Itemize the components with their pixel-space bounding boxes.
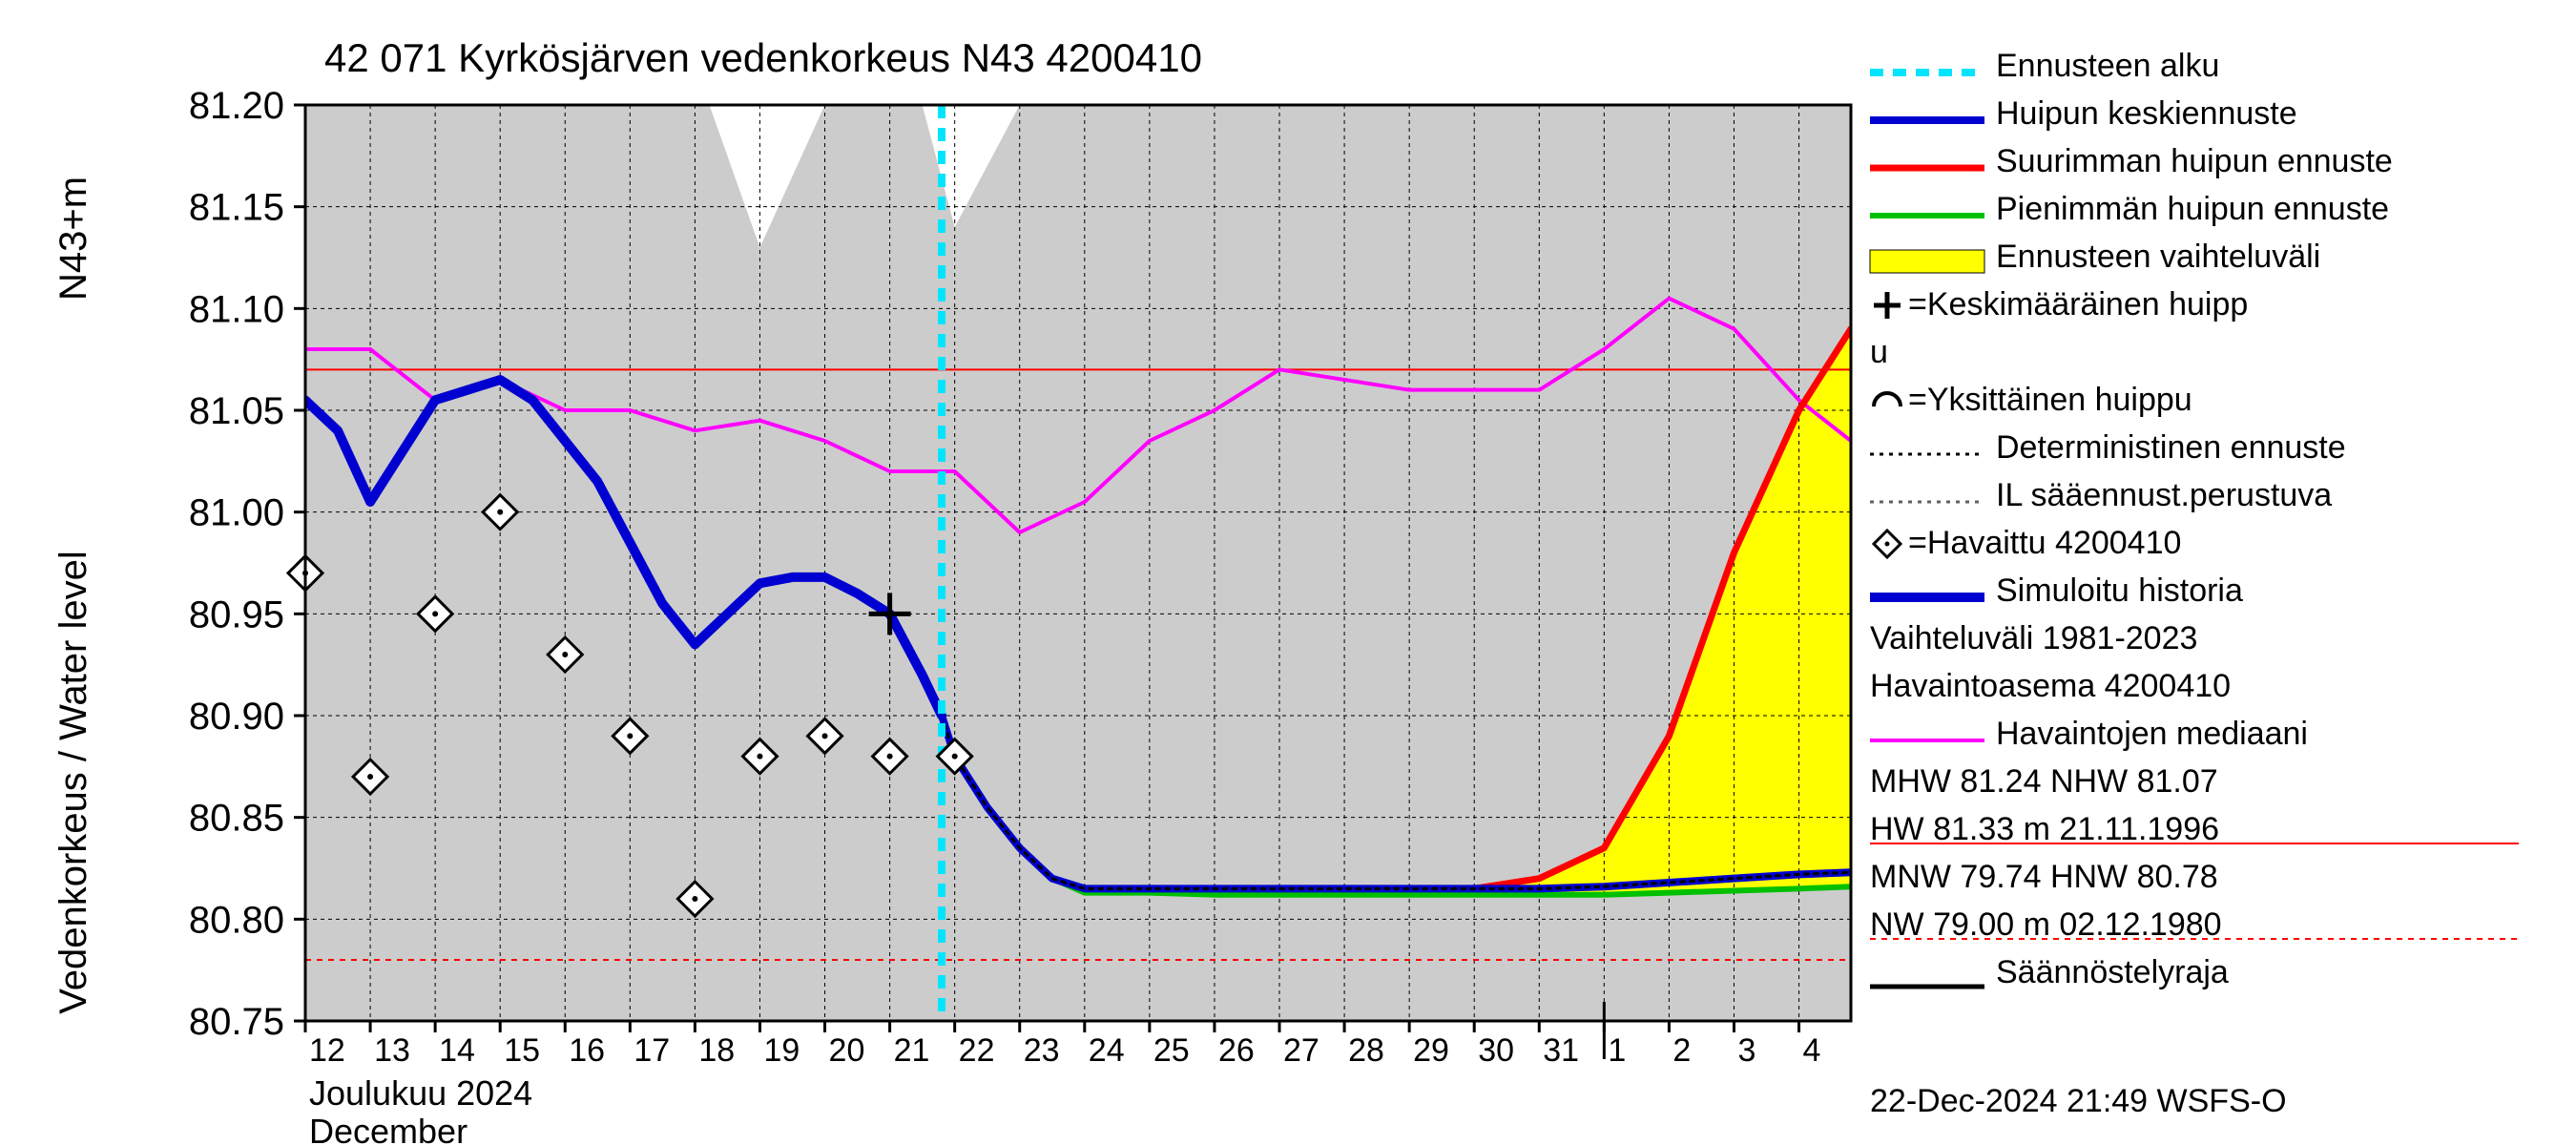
observed-marker-dot — [757, 754, 762, 760]
x-tick-label: 27 — [1283, 1032, 1319, 1069]
x-tick-label: 12 — [309, 1032, 345, 1069]
x-tick-label: 23 — [1024, 1032, 1060, 1069]
x-tick-label: 21 — [894, 1032, 930, 1069]
legend-label: Havaintojen mediaani — [1996, 716, 2308, 752]
y-tick-label: 81.20 — [189, 85, 284, 127]
chart-title: 42 071 Kyrkösjärven vedenkorkeus N43 420… — [324, 35, 1202, 80]
observed-marker-dot — [627, 733, 633, 739]
legend-label: Pienimmän huipun ennuste — [1996, 191, 2389, 227]
x-tick-label: 17 — [634, 1032, 670, 1069]
y-tick-label: 80.75 — [189, 1001, 284, 1043]
observed-marker-dot — [952, 754, 958, 760]
legend-label: =Yksittäinen huippu — [1908, 382, 2192, 418]
y-tick-label: 80.90 — [189, 696, 284, 738]
x-tick-label: 29 — [1413, 1032, 1449, 1069]
legend-label: u — [1870, 334, 1888, 370]
x-tick-label: 19 — [763, 1032, 800, 1069]
observed-marker-dot — [692, 896, 697, 902]
legend-label: MNW 79.74 HNW 80.78 — [1870, 859, 2218, 895]
x-tick-label: 2 — [1672, 1032, 1691, 1069]
x-tick-label: 26 — [1218, 1032, 1255, 1069]
legend-label: Säännöstelyraja — [1996, 954, 2229, 990]
x-tick-label: 30 — [1478, 1032, 1514, 1069]
y-tick-label: 81.10 — [189, 288, 284, 330]
observed-marker-dot — [887, 754, 893, 760]
observed-marker-dot — [367, 774, 373, 780]
legend-label: Simuloitu historia — [1996, 572, 2243, 609]
y-tick-label: 80.85 — [189, 798, 284, 840]
y-axis-label-top: N43+m — [52, 177, 94, 301]
x-axis-month-label-en: December — [309, 1112, 467, 1145]
legend-label: Deterministinen ennuste — [1996, 429, 2346, 466]
observed-marker-dot — [497, 510, 503, 515]
y-tick-label: 81.15 — [189, 187, 284, 229]
legend-label: NW 79.00 m 02.12.1980 — [1870, 906, 2222, 943]
x-tick-label: 28 — [1348, 1032, 1384, 1069]
x-tick-label: 13 — [374, 1032, 410, 1069]
x-axis-month-label: Joulukuu 2024 — [309, 1073, 532, 1113]
x-tick-label: 22 — [959, 1032, 995, 1069]
legend-label: Vaihteluväli 1981-2023 — [1870, 620, 2197, 656]
y-tick-label: 81.00 — [189, 492, 284, 534]
legend-label: Havaintoasema 4200410 — [1870, 668, 2231, 704]
legend-label: IL sääennust.perustuva — [1996, 477, 2332, 513]
legend-label: Ennusteen alku — [1996, 48, 2219, 84]
y-tick-label: 81.05 — [189, 390, 284, 432]
x-tick-label: 31 — [1543, 1032, 1579, 1069]
x-tick-label: 18 — [698, 1032, 735, 1069]
observed-marker-dot — [562, 652, 568, 657]
legend-label: Huipun keskiennuste — [1996, 95, 2297, 132]
x-tick-label: 3 — [1737, 1032, 1755, 1069]
x-tick-label: 15 — [504, 1032, 540, 1069]
y-tick-label: 80.95 — [189, 593, 284, 635]
x-tick-label: 1 — [1608, 1032, 1626, 1069]
legend-label: Suurimman huipun ennuste — [1996, 143, 2393, 179]
legend-label: MHW 81.24 NHW 81.07 — [1870, 763, 2218, 800]
y-axis-label-bottom: Vedenkorkeus / Water level — [52, 551, 94, 1013]
legend-label: =Havaittu 4200410 — [1908, 525, 2181, 561]
x-tick-label: 20 — [829, 1032, 865, 1069]
footer-timestamp: 22-Dec-2024 21:49 WSFS-O — [1870, 1083, 2287, 1119]
y-tick-label: 80.80 — [189, 899, 284, 941]
observed-marker-dot — [432, 611, 438, 616]
x-tick-label: 24 — [1089, 1032, 1125, 1069]
x-tick-label: 16 — [569, 1032, 605, 1069]
legend-label: Ennusteen vaihteluväli — [1996, 239, 2320, 275]
legend-label: =Keskimääräinen huipp — [1908, 286, 2248, 323]
legend-label: HW 81.33 m 21.11.1996 — [1870, 811, 2219, 847]
chart-svg: 80.75 80.80 80.85 80.90 80.95 81.00 81.05 81.10… — [0, 0, 2576, 1145]
x-tick-label: 14 — [439, 1032, 475, 1069]
x-tick-label: 4 — [1803, 1032, 1821, 1069]
observed-marker-dot — [822, 733, 828, 739]
chart-container: 80.75 80.80 80.85 80.90 80.95 81.00 81.05 81.10… — [0, 0, 2576, 1145]
x-tick-label: 25 — [1153, 1032, 1190, 1069]
